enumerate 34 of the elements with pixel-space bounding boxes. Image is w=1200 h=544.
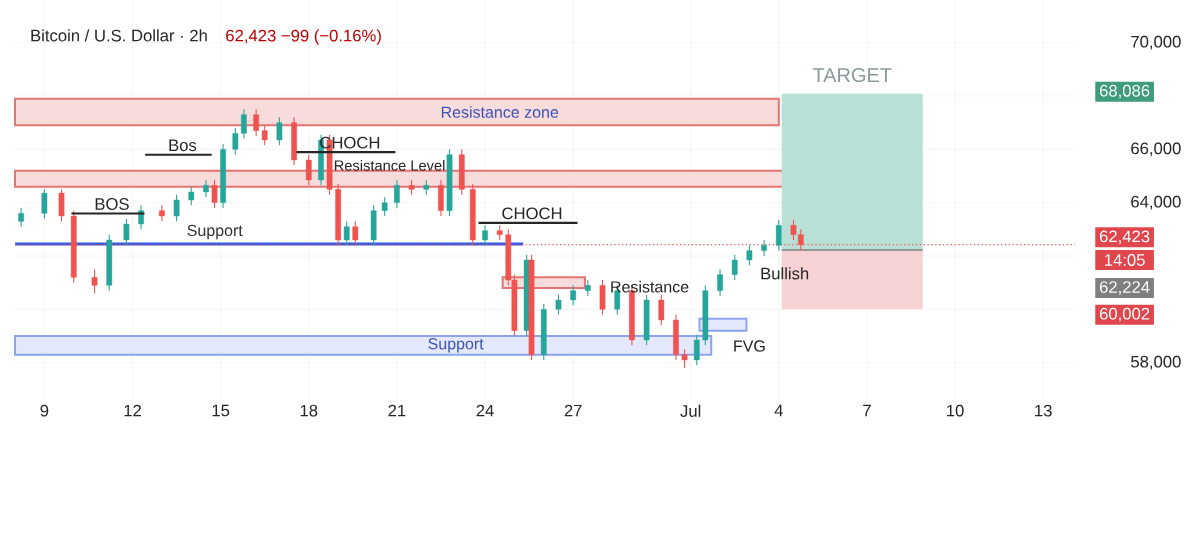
x-tick-label: 4 <box>774 404 783 417</box>
x-tick-label: 10 <box>947 404 964 417</box>
annotation: BOS <box>95 198 129 210</box>
text: 14:05 <box>1105 254 1145 266</box>
band-label: Resistance Level <box>334 159 445 171</box>
x-tick-label: 21 <box>388 404 406 417</box>
annotation: CHOCH <box>502 207 562 220</box>
band-label: Resistance <box>611 280 689 293</box>
text: 62,423 −99 (−0.16%) <box>226 29 381 45</box>
band-label: Resistance zone <box>441 106 559 118</box>
band-label: TARGET <box>812 67 892 83</box>
x-tick-label: 9 <box>40 404 49 417</box>
y-tick-label: 64,000 <box>1131 195 1181 210</box>
y-tick-label: 70,000 <box>1131 35 1181 50</box>
x-tick-label: Jul <box>680 404 701 417</box>
band-label: FVG <box>734 340 765 352</box>
annotation: Bullish <box>761 267 809 280</box>
x-tick-label: 7 <box>863 404 871 417</box>
band-label: Support <box>428 338 484 353</box>
x-tick-label: 18 <box>300 404 318 417</box>
y-tick-label: 66,000 <box>1131 142 1181 157</box>
text: 60,002 <box>1099 307 1150 322</box>
x-tick-label: 15 <box>212 404 230 417</box>
y-tick-label: 58,000 <box>1131 355 1181 370</box>
annotation: Bos <box>169 139 197 152</box>
x-tick-label: 12 <box>124 404 141 417</box>
text: 62,224 <box>1099 281 1150 295</box>
x-tick-label: 24 <box>476 404 494 417</box>
text: 68,086 <box>1099 84 1150 99</box>
x-tick-label: 27 <box>564 404 582 417</box>
ref-line-label: Support <box>187 224 243 240</box>
text: 62,423 <box>1099 230 1150 245</box>
text: Bitcoin / U.S. Dollar · 2h <box>31 29 207 42</box>
x-tick-label: 13 <box>1035 404 1052 417</box>
